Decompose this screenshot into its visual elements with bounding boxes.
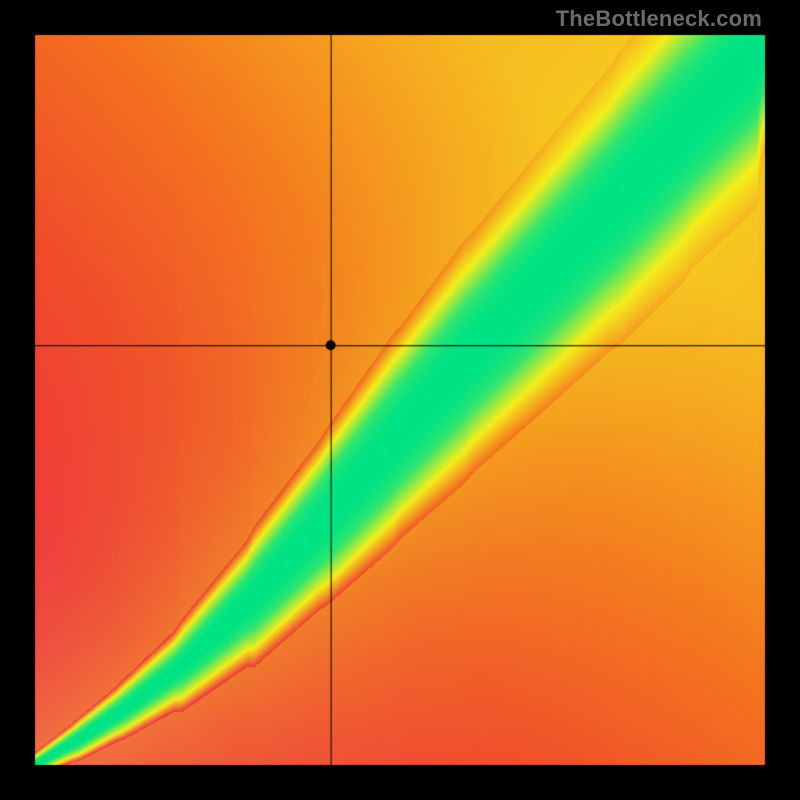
watermark-text: TheBottleneck.com — [556, 6, 762, 32]
bottleneck-heatmap — [0, 0, 800, 800]
